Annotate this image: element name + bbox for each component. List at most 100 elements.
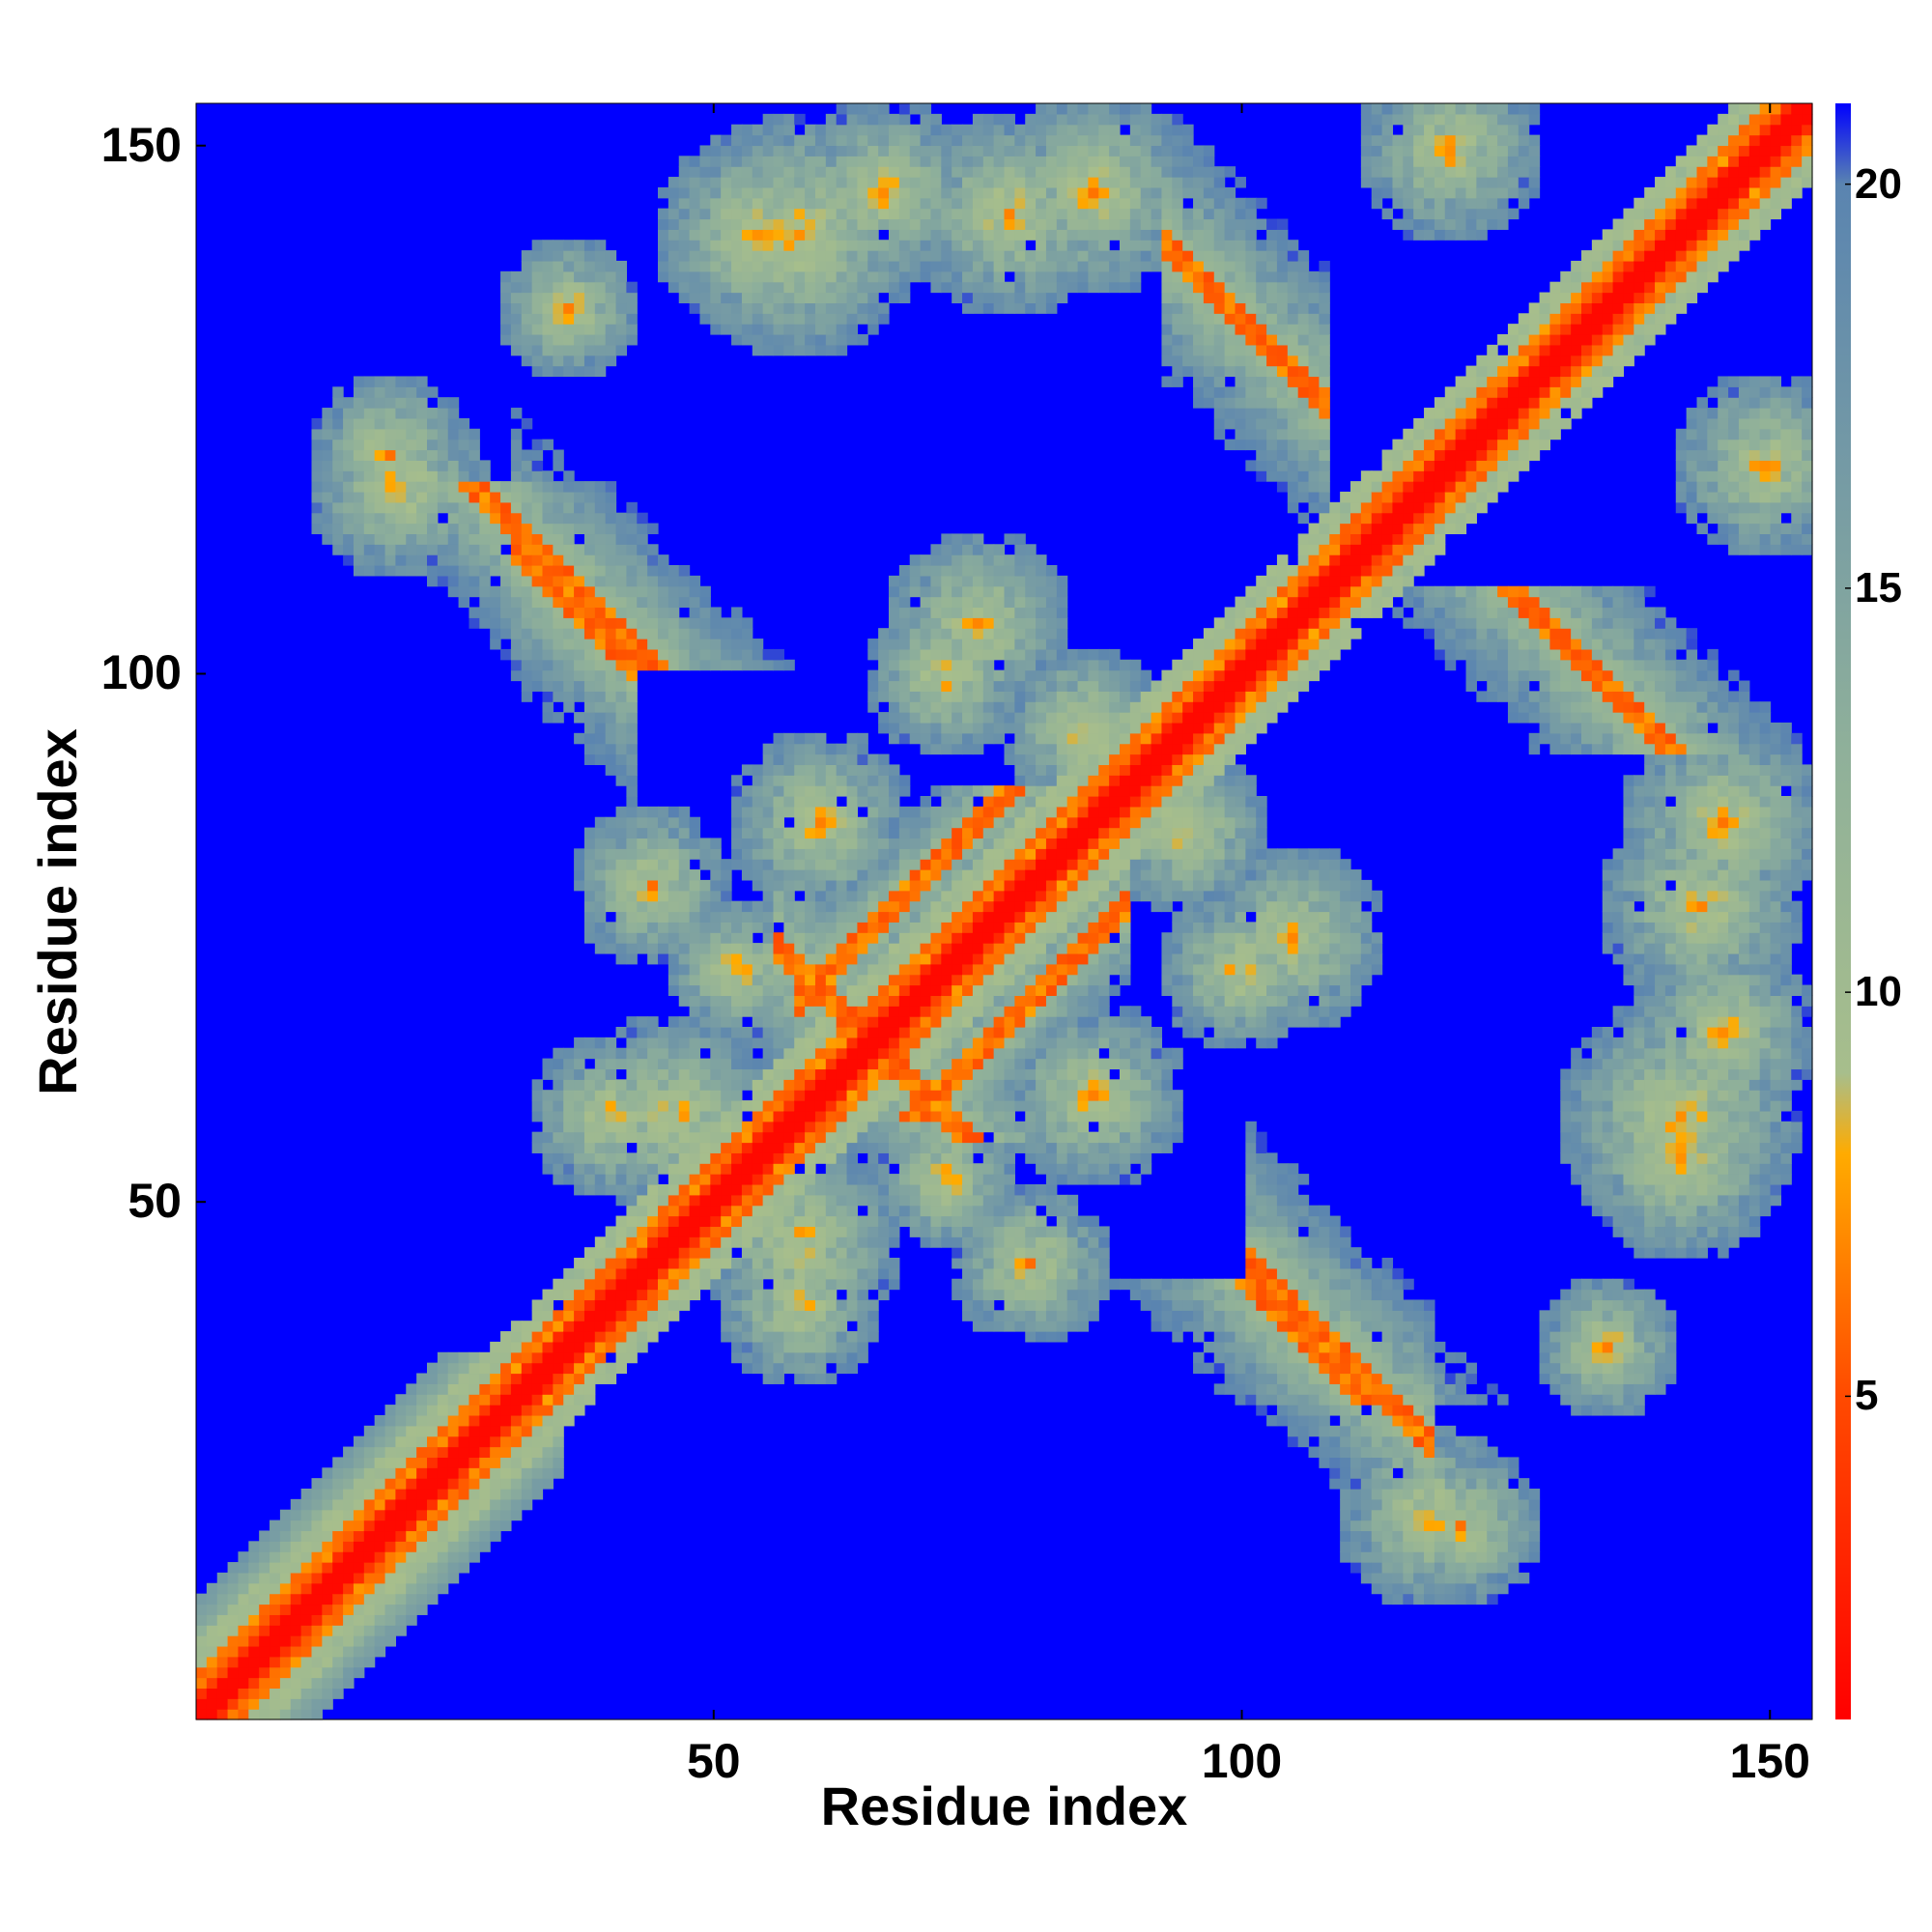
heatmap-cell bbox=[930, 922, 942, 933]
heatmap-cell bbox=[1014, 240, 1026, 251]
heatmap-cell bbox=[500, 607, 512, 618]
heatmap-cell bbox=[952, 722, 963, 734]
heatmap-cell bbox=[805, 208, 816, 220]
heatmap-cell bbox=[1056, 1278, 1068, 1291]
heatmap-cell bbox=[972, 1258, 984, 1269]
heatmap-cell bbox=[1004, 995, 1015, 1007]
heatmap-cell bbox=[825, 952, 838, 965]
heatmap-cell bbox=[889, 1121, 900, 1133]
heatmap-cell bbox=[762, 240, 775, 251]
heatmap-cell bbox=[952, 691, 963, 702]
heatmap-cell bbox=[626, 952, 638, 965]
heatmap-cell bbox=[1045, 1047, 1058, 1060]
heatmap-cell bbox=[427, 417, 439, 430]
heatmap-cell bbox=[510, 585, 523, 598]
heatmap-cell bbox=[227, 1656, 240, 1668]
heatmap-cell bbox=[647, 838, 659, 849]
heatmap-cell bbox=[238, 1582, 249, 1595]
heatmap-cell bbox=[300, 1498, 313, 1511]
heatmap-cell bbox=[889, 1068, 900, 1080]
heatmap-cell bbox=[962, 974, 974, 986]
heatmap-cell bbox=[1004, 1016, 1015, 1028]
heatmap-cell bbox=[920, 1163, 932, 1175]
heatmap-cell bbox=[867, 134, 879, 147]
heatmap-cell bbox=[982, 1110, 995, 1122]
heatmap-cell bbox=[846, 324, 859, 335]
heatmap-cell bbox=[794, 1068, 806, 1080]
heatmap-cell bbox=[878, 984, 890, 997]
heatmap-cell bbox=[783, 1131, 795, 1144]
heatmap-cell bbox=[300, 1688, 313, 1699]
heatmap-cell bbox=[500, 628, 512, 639]
heatmap-cell bbox=[1045, 113, 1058, 126]
heatmap-cell bbox=[731, 648, 743, 661]
heatmap-cell bbox=[836, 1121, 848, 1133]
heatmap-cell bbox=[689, 1131, 701, 1144]
heatmap-cell bbox=[878, 1247, 890, 1259]
heatmap-cell bbox=[1004, 1027, 1015, 1038]
heatmap-cell bbox=[867, 1142, 879, 1153]
heatmap-cell bbox=[311, 1645, 323, 1658]
heatmap-cell bbox=[1045, 1331, 1058, 1343]
heatmap-cell bbox=[952, 1068, 963, 1080]
heatmap-cell bbox=[721, 208, 732, 220]
heatmap-cell bbox=[857, 113, 868, 126]
heatmap-cell bbox=[952, 922, 963, 933]
heatmap-cell bbox=[982, 1299, 995, 1311]
heatmap-cell bbox=[605, 1142, 617, 1153]
heatmap-cell bbox=[867, 827, 879, 839]
heatmap-cell bbox=[741, 1142, 753, 1153]
heatmap-cell bbox=[1014, 1299, 1026, 1311]
heatmap-cell bbox=[343, 439, 355, 451]
heatmap-cell bbox=[437, 1520, 449, 1532]
heatmap-cell bbox=[889, 838, 900, 849]
heatmap-cell bbox=[982, 156, 995, 167]
heatmap-cell bbox=[469, 470, 480, 482]
heatmap-cell bbox=[1014, 186, 1026, 199]
heatmap-cell bbox=[878, 712, 890, 724]
heatmap-cell bbox=[1004, 218, 1015, 230]
heatmap-cell bbox=[384, 1478, 397, 1490]
heatmap-cell bbox=[741, 1183, 753, 1196]
heatmap-cell bbox=[783, 1006, 795, 1017]
heatmap-cell bbox=[1014, 1194, 1026, 1207]
heatmap-cell bbox=[594, 827, 607, 839]
heatmap-cell bbox=[857, 1142, 868, 1153]
heatmap-cell bbox=[521, 1373, 533, 1384]
heatmap-cell bbox=[941, 1079, 952, 1091]
heatmap-cell bbox=[762, 984, 775, 997]
heatmap-cell bbox=[982, 1100, 995, 1112]
heatmap-cell bbox=[982, 1016, 995, 1028]
heatmap-cell bbox=[920, 796, 932, 808]
heatmap-cell bbox=[479, 533, 491, 545]
heatmap-cell bbox=[836, 1267, 848, 1280]
heatmap-cell bbox=[710, 607, 722, 618]
heatmap-cell bbox=[972, 838, 984, 849]
heatmap-cell bbox=[805, 1079, 816, 1091]
heatmap-cell bbox=[668, 648, 680, 661]
heatmap-cell bbox=[993, 1152, 1006, 1164]
heatmap-cell bbox=[563, 344, 575, 356]
heatmap-cell bbox=[993, 890, 1006, 902]
heatmap-cell bbox=[962, 208, 974, 220]
heatmap-cell bbox=[762, 1236, 775, 1248]
heatmap-cell bbox=[731, 1289, 743, 1301]
heatmap-cell bbox=[982, 1090, 995, 1101]
heatmap-cell bbox=[374, 544, 386, 555]
heatmap-cell bbox=[836, 208, 848, 220]
heatmap-cell bbox=[825, 1351, 838, 1364]
heatmap-cell bbox=[773, 900, 784, 913]
heatmap-cell bbox=[553, 628, 564, 639]
heatmap-cell bbox=[437, 1467, 449, 1479]
heatmap-cell bbox=[752, 324, 764, 335]
heatmap-cell bbox=[658, 218, 669, 230]
heatmap-cell bbox=[353, 1530, 365, 1542]
heatmap-cell bbox=[500, 324, 512, 335]
heatmap-cell bbox=[1036, 775, 1047, 786]
heatmap-cell bbox=[721, 197, 732, 210]
heatmap-cell bbox=[583, 1394, 596, 1406]
heatmap-cell bbox=[752, 806, 764, 818]
heatmap-cell bbox=[594, 628, 607, 639]
heatmap-cell bbox=[846, 753, 859, 766]
heatmap-cell bbox=[867, 156, 879, 167]
